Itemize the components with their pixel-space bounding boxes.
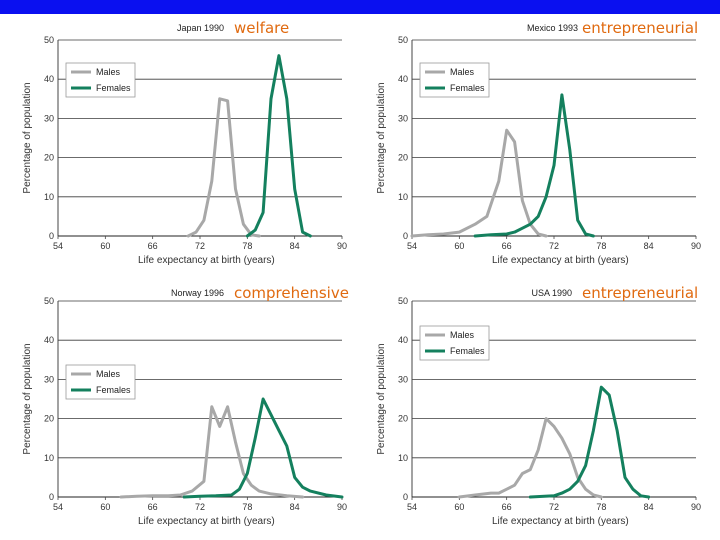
series-line-males bbox=[119, 405, 305, 499]
x-tick-label: 90 bbox=[337, 241, 347, 251]
x-tick-label: 78 bbox=[242, 502, 252, 512]
y-tick-label: 10 bbox=[44, 453, 54, 463]
overlay-label: entrepreneurial bbox=[582, 19, 698, 37]
x-axis-title: Life expectancy at birth (years) bbox=[492, 516, 629, 527]
chart-title: Japan 1990 bbox=[177, 23, 224, 33]
y-tick-label: 0 bbox=[49, 492, 54, 502]
x-tick-label: 72 bbox=[549, 502, 559, 512]
y-tick-label: 40 bbox=[44, 335, 54, 345]
series-line-males bbox=[457, 417, 603, 499]
legend-label-females: Females bbox=[96, 83, 131, 93]
x-tick-label: 66 bbox=[502, 241, 512, 251]
y-tick-label: 30 bbox=[398, 374, 408, 384]
x-tick-label: 84 bbox=[644, 502, 654, 512]
legend-label-males: Males bbox=[450, 330, 475, 340]
x-tick-label: 66 bbox=[502, 502, 512, 512]
y-axis-title: Percentage of population bbox=[22, 82, 33, 193]
legend-box bbox=[419, 325, 490, 361]
y-tick-label: 30 bbox=[398, 113, 408, 123]
x-tick-label: 54 bbox=[407, 502, 417, 512]
x-tick-label: 72 bbox=[549, 241, 559, 251]
y-tick-label: 50 bbox=[398, 296, 408, 306]
x-tick-label: 66 bbox=[148, 241, 158, 251]
overlay-label: entrepreneurial bbox=[582, 284, 698, 302]
x-tick-label: 90 bbox=[337, 502, 347, 512]
x-axis-title: Life expectancy at birth (years) bbox=[492, 255, 629, 266]
y-axis-title: Percentage of population bbox=[22, 343, 33, 454]
x-tick-label: 54 bbox=[407, 241, 417, 251]
y-tick-label: 50 bbox=[398, 35, 408, 45]
overlay-label: welfare bbox=[234, 19, 289, 37]
chart-panel-mexico: 0 10 20 30 40 50 54 60 66 72 78 84 90 Life expectancy… bbox=[376, 19, 701, 266]
x-axis-title: Life expectancy at birth (years) bbox=[138, 255, 275, 266]
x-tick-label: 90 bbox=[691, 241, 701, 251]
legend-label-females: Females bbox=[450, 346, 485, 356]
x-tick-label: 72 bbox=[195, 241, 205, 251]
x-tick-label: 84 bbox=[290, 502, 300, 512]
y-tick-label: 20 bbox=[44, 153, 54, 163]
series-line-females bbox=[245, 54, 312, 238]
x-tick-label: 60 bbox=[100, 241, 110, 251]
y-tick-label: 20 bbox=[398, 414, 408, 424]
top-banner bbox=[0, 0, 720, 14]
y-tick-label: 40 bbox=[44, 74, 54, 84]
y-tick-label: 20 bbox=[398, 153, 408, 163]
x-tick-label: 78 bbox=[242, 241, 252, 251]
legend-label-males: Males bbox=[450, 67, 475, 77]
x-tick-label: 90 bbox=[691, 502, 701, 512]
x-tick-label: 54 bbox=[53, 241, 63, 251]
chart-title: Mexico 1993 bbox=[527, 23, 578, 33]
y-tick-label: 0 bbox=[49, 231, 54, 241]
x-tick-label: 84 bbox=[644, 241, 654, 251]
series-line-males bbox=[186, 97, 261, 238]
y-axis-title: Percentage of population bbox=[376, 82, 387, 193]
y-tick-label: 10 bbox=[398, 453, 408, 463]
x-tick-label: 72 bbox=[195, 502, 205, 512]
y-axis-title: Percentage of population bbox=[376, 343, 387, 454]
y-tick-label: 50 bbox=[44, 35, 54, 45]
y-tick-label: 40 bbox=[398, 335, 408, 345]
chart-title: USA 1990 bbox=[531, 288, 572, 298]
x-tick-label: 84 bbox=[290, 241, 300, 251]
overlay-label: comprehensive bbox=[234, 284, 349, 302]
x-tick-label: 60 bbox=[454, 502, 464, 512]
y-tick-label: 40 bbox=[398, 74, 408, 84]
legend-box bbox=[65, 62, 136, 98]
series-line-females bbox=[473, 93, 595, 238]
y-tick-label: 10 bbox=[44, 192, 54, 202]
series-line-females bbox=[528, 385, 651, 499]
x-tick-label: 60 bbox=[100, 502, 110, 512]
legend-box bbox=[419, 62, 490, 98]
y-tick-label: 30 bbox=[44, 374, 54, 384]
y-tick-label: 0 bbox=[403, 231, 408, 241]
x-tick-label: 60 bbox=[454, 241, 464, 251]
series-line-females bbox=[182, 397, 344, 499]
x-tick-label: 54 bbox=[53, 502, 63, 512]
y-tick-label: 10 bbox=[398, 192, 408, 202]
x-tick-label: 66 bbox=[148, 502, 158, 512]
x-tick-label: 78 bbox=[596, 241, 606, 251]
legend-label-males: Males bbox=[96, 369, 121, 379]
y-tick-label: 50 bbox=[44, 296, 54, 306]
legend-label-males: Males bbox=[96, 67, 121, 77]
chart-title: Norway 1996 bbox=[171, 288, 224, 298]
chart-panel-norway: 0 10 20 30 40 50 54 60 66 72 78 84 90 Life expectancy… bbox=[22, 284, 349, 527]
y-tick-label: 30 bbox=[44, 113, 54, 123]
legend-label-females: Females bbox=[450, 83, 485, 93]
chart-panel-usa: 0 10 20 30 40 50 54 60 66 72 78 84 90 Life expectancy… bbox=[376, 284, 701, 527]
x-axis-title: Life expectancy at birth (years) bbox=[138, 516, 275, 527]
x-tick-label: 78 bbox=[596, 502, 606, 512]
chart-panel-japan: 0 10 20 30 40 50 54 60 66 72 78 84 90 Life expectancy… bbox=[22, 19, 347, 266]
legend-box bbox=[65, 364, 136, 400]
series-line-males bbox=[410, 128, 548, 238]
legend-label-females: Females bbox=[96, 385, 131, 395]
y-tick-label: 0 bbox=[403, 492, 408, 502]
y-tick-label: 20 bbox=[44, 414, 54, 424]
